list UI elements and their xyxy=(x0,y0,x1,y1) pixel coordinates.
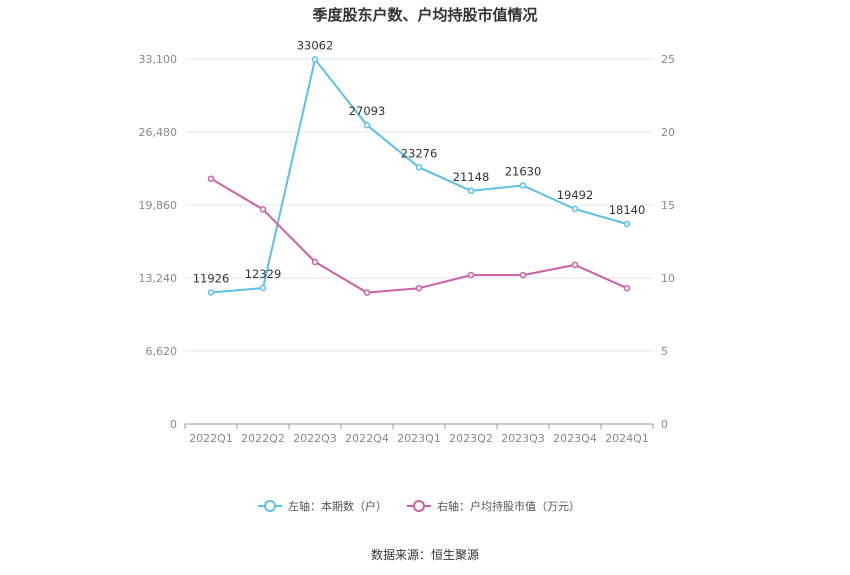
chart-title: 季度股东户数、户均持股市值情况 xyxy=(312,6,537,24)
axes: 0 6,620 13,240 19,860 26,480 33,100 0 5 10 15 20 25… xyxy=(139,53,676,445)
data-point xyxy=(363,289,371,296)
legend-item-2: 右轴：户均持股市值（万元） xyxy=(407,499,580,513)
left-axis-tick-label: 19,860 xyxy=(139,199,178,212)
x-axis-tick-label: 2023Q4 xyxy=(553,432,597,445)
source-note: 数据来源：恒生聚源 xyxy=(371,547,479,562)
data-label: 27093 xyxy=(349,104,386,118)
data-point xyxy=(519,271,527,279)
data-point xyxy=(415,164,423,171)
data-label: 11926 xyxy=(193,271,230,285)
right-axis-tick-label: 15 xyxy=(661,199,675,212)
data-point xyxy=(571,205,579,213)
data-point xyxy=(623,220,631,228)
data-label: 21148 xyxy=(453,170,490,184)
x-axis-tick-label: 2023Q1 xyxy=(397,432,441,445)
data-point xyxy=(207,175,215,182)
legend-label: 左轴：本期数（户） xyxy=(288,499,387,513)
data-point xyxy=(623,284,631,292)
right-axis-tick-label: 10 xyxy=(661,272,675,285)
data-label: 19492 xyxy=(557,188,594,202)
data-labels: 11926 12329 33062 27093 23276 21148 21630 19492… xyxy=(193,38,646,285)
legend-item-1: 左轴：本期数（户） xyxy=(258,499,387,513)
left-axis-tick-label: 13,240 xyxy=(139,272,178,285)
data-point xyxy=(571,261,579,269)
data-label: 18140 xyxy=(609,203,646,217)
data-point xyxy=(259,206,267,213)
grid xyxy=(185,58,653,352)
legend-label: 右轴：户均持股市值（万元） xyxy=(437,499,580,513)
data-point xyxy=(519,182,527,189)
data-point xyxy=(311,258,319,266)
data-label: 33062 xyxy=(297,38,334,52)
data-point xyxy=(207,289,215,296)
data-point xyxy=(311,56,319,63)
left-axis-tick-label: 33,100 xyxy=(139,53,178,66)
x-axis-tick-label: 2023Q2 xyxy=(449,432,493,445)
x-axis-tick-label: 2022Q2 xyxy=(241,432,285,445)
right-axis-tick-label: 25 xyxy=(661,53,675,66)
series xyxy=(207,56,631,296)
data-point xyxy=(259,284,267,292)
x-axis-tick-label: 2022Q3 xyxy=(293,432,337,445)
data-point xyxy=(415,284,423,292)
right-axis-tick-label: 5 xyxy=(661,345,668,358)
x-axis-tick-label: 2024Q1 xyxy=(605,432,649,445)
data-label: 23276 xyxy=(401,146,438,160)
x-axis-tick-label: 2022Q1 xyxy=(189,432,233,445)
right-axis-tick-label: 20 xyxy=(661,126,675,139)
legend: 左轴：本期数（户） 右轴：户均持股市值（万元） xyxy=(258,499,580,513)
series-line-1 xyxy=(210,58,628,294)
legend-marker xyxy=(264,500,276,512)
x-axis-tick-label: 2022Q4 xyxy=(345,432,389,445)
right-axis-tick-label: 0 xyxy=(661,418,668,431)
data-point xyxy=(467,271,475,279)
left-axis-tick-label: 6,620 xyxy=(146,345,178,358)
data-label: 21630 xyxy=(505,164,542,178)
legend-marker xyxy=(413,500,425,512)
left-axis-tick-label: 0 xyxy=(170,418,177,431)
data-point xyxy=(363,121,371,129)
data-point xyxy=(467,187,475,195)
data-label: 12329 xyxy=(245,267,282,281)
x-axis-tick-label: 2023Q3 xyxy=(501,432,545,445)
left-axis-tick-label: 26,480 xyxy=(139,126,178,139)
